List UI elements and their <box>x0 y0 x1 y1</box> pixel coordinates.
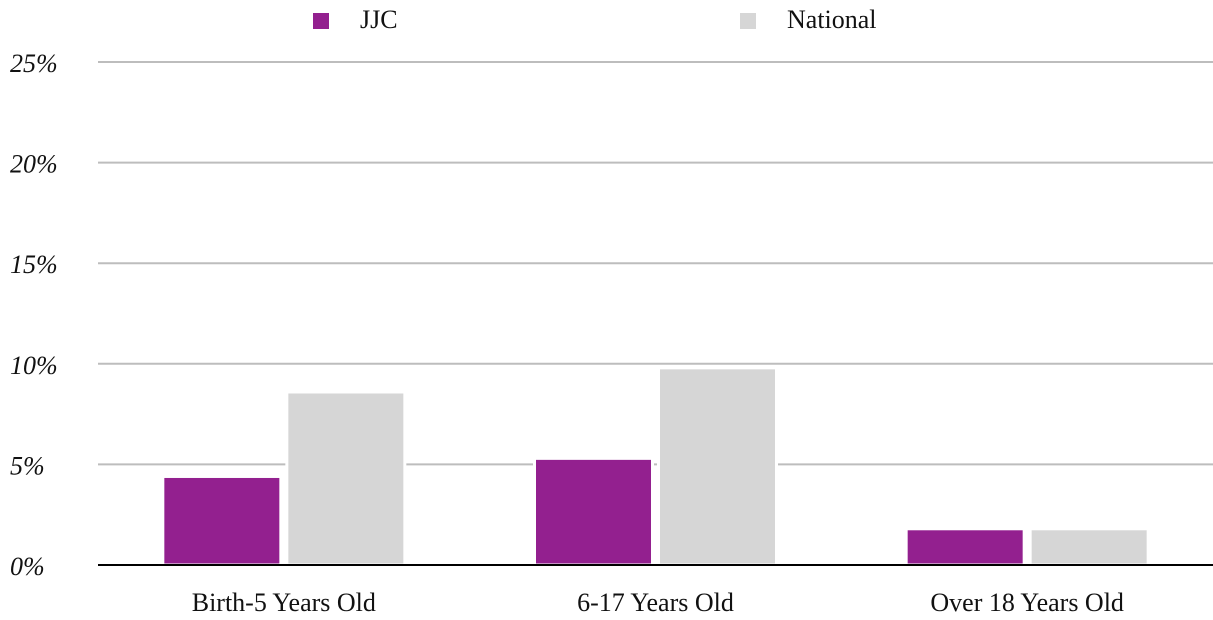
x-tick-label: 6-17 Years Old <box>577 588 734 617</box>
y-tick-label: 10% <box>10 351 58 380</box>
bar <box>533 456 654 567</box>
bar <box>1028 527 1150 567</box>
y-tick-label: 5% <box>10 451 45 480</box>
legend-swatch <box>313 13 329 29</box>
legend-label: National <box>787 5 877 34</box>
bar <box>285 390 407 567</box>
y-tick-label: 0% <box>10 552 45 581</box>
legend-swatch <box>740 13 756 29</box>
bar <box>161 474 283 567</box>
y-tick-label: 25% <box>10 49 58 78</box>
legend-label: JJC <box>360 5 398 34</box>
bar <box>657 366 778 567</box>
y-tick-label: 20% <box>10 150 58 179</box>
x-tick-label: Over 18 Years Old <box>930 588 1124 617</box>
x-tick-label: Birth-5 Years Old <box>192 588 376 617</box>
y-tick-label: 15% <box>10 250 58 279</box>
bar <box>904 527 1026 567</box>
